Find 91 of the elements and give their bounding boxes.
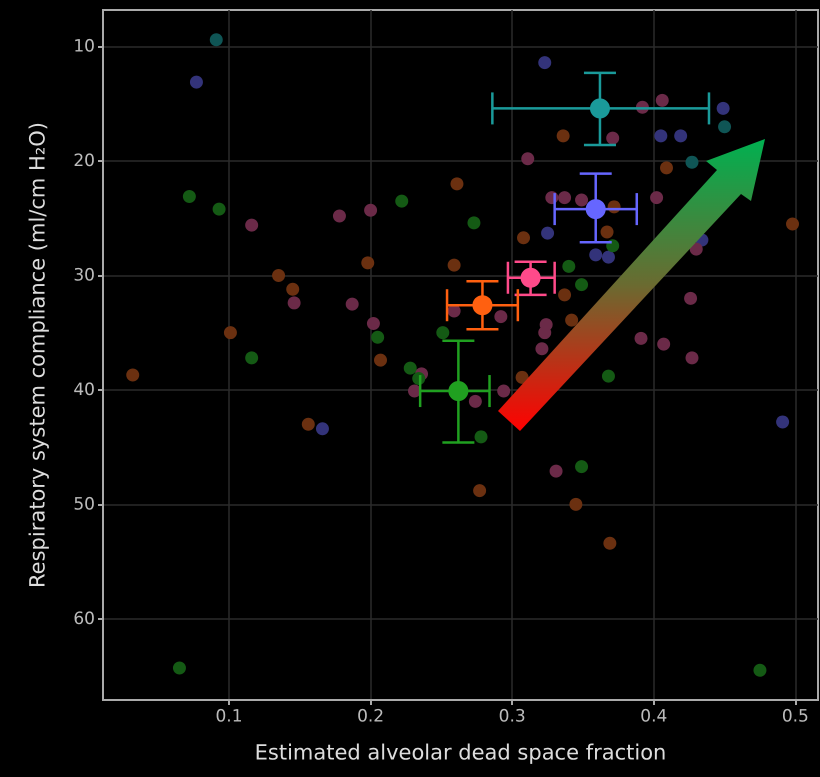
point — [302, 418, 315, 431]
point — [404, 362, 417, 375]
point — [472, 295, 492, 316]
point — [450, 177, 464, 190]
point — [589, 248, 602, 262]
y-tick-label: 10 — [73, 36, 95, 57]
point — [286, 282, 300, 296]
point — [558, 288, 572, 302]
point — [550, 464, 563, 478]
point — [210, 33, 223, 46]
point — [374, 354, 388, 367]
point — [521, 152, 534, 166]
point — [535, 342, 548, 356]
point — [656, 94, 669, 107]
point — [316, 422, 329, 436]
x-tick-label: 0.3 — [498, 706, 526, 726]
y-tick-label: 40 — [73, 380, 95, 400]
point — [753, 664, 766, 677]
point — [332, 209, 346, 222]
point — [468, 394, 482, 408]
point — [660, 161, 674, 174]
point — [467, 216, 480, 230]
point — [541, 226, 554, 240]
point — [224, 326, 237, 340]
point — [558, 191, 572, 204]
point — [776, 415, 790, 428]
point — [657, 338, 670, 351]
point — [172, 661, 186, 674]
point — [586, 199, 606, 220]
point — [520, 268, 541, 288]
point — [716, 102, 730, 115]
point — [448, 381, 468, 402]
point — [602, 370, 615, 383]
point — [686, 156, 698, 169]
point — [497, 384, 510, 398]
point — [569, 498, 582, 511]
point — [674, 129, 688, 142]
point — [575, 460, 588, 474]
point — [690, 242, 703, 256]
point — [718, 120, 732, 134]
point — [288, 296, 301, 310]
point — [538, 326, 552, 340]
point — [212, 202, 226, 216]
point — [361, 256, 374, 270]
point — [126, 368, 140, 382]
point — [182, 190, 196, 204]
x-tick-label: 0.2 — [357, 706, 384, 726]
point — [190, 76, 203, 89]
point — [786, 217, 800, 230]
y-tick-label: 20 — [73, 151, 95, 172]
point — [562, 260, 576, 273]
point — [575, 193, 588, 206]
point — [634, 332, 648, 345]
point — [603, 536, 616, 550]
point — [600, 225, 614, 238]
point — [684, 292, 698, 305]
point — [366, 317, 380, 330]
point — [245, 351, 258, 364]
y-tick-label: 30 — [73, 265, 95, 286]
point — [654, 129, 668, 142]
point — [473, 484, 486, 498]
point — [606, 132, 620, 145]
y-axis-title: Respiratory system compliance (ml/cm H₂O) — [26, 122, 50, 588]
point — [590, 98, 610, 118]
x-tick-label: 0.4 — [640, 706, 668, 726]
point — [650, 191, 664, 204]
x-axis-title: Estimated alveolar dead space fraction — [254, 740, 666, 764]
point — [565, 314, 578, 327]
point — [556, 129, 570, 142]
point — [517, 231, 530, 244]
point — [602, 250, 615, 264]
point — [474, 430, 488, 444]
point — [408, 384, 421, 398]
y-tick-label: 60 — [73, 608, 95, 629]
point — [538, 56, 552, 70]
x-tick-label: 0.1 — [215, 706, 243, 726]
point — [395, 194, 408, 208]
point — [686, 351, 698, 364]
point — [371, 330, 384, 344]
point — [346, 298, 359, 311]
point — [516, 370, 529, 384]
point — [494, 310, 508, 324]
point — [436, 326, 450, 340]
point — [245, 218, 258, 232]
x-tick-label: 0.5 — [782, 706, 809, 726]
point — [606, 239, 620, 252]
y-tick-label: 50 — [73, 494, 95, 514]
point — [448, 258, 461, 272]
point — [575, 278, 588, 292]
point — [272, 268, 286, 282]
point — [364, 204, 378, 217]
